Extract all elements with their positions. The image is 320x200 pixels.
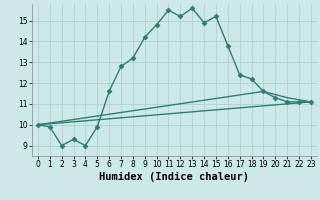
X-axis label: Humidex (Indice chaleur): Humidex (Indice chaleur) (100, 172, 249, 182)
